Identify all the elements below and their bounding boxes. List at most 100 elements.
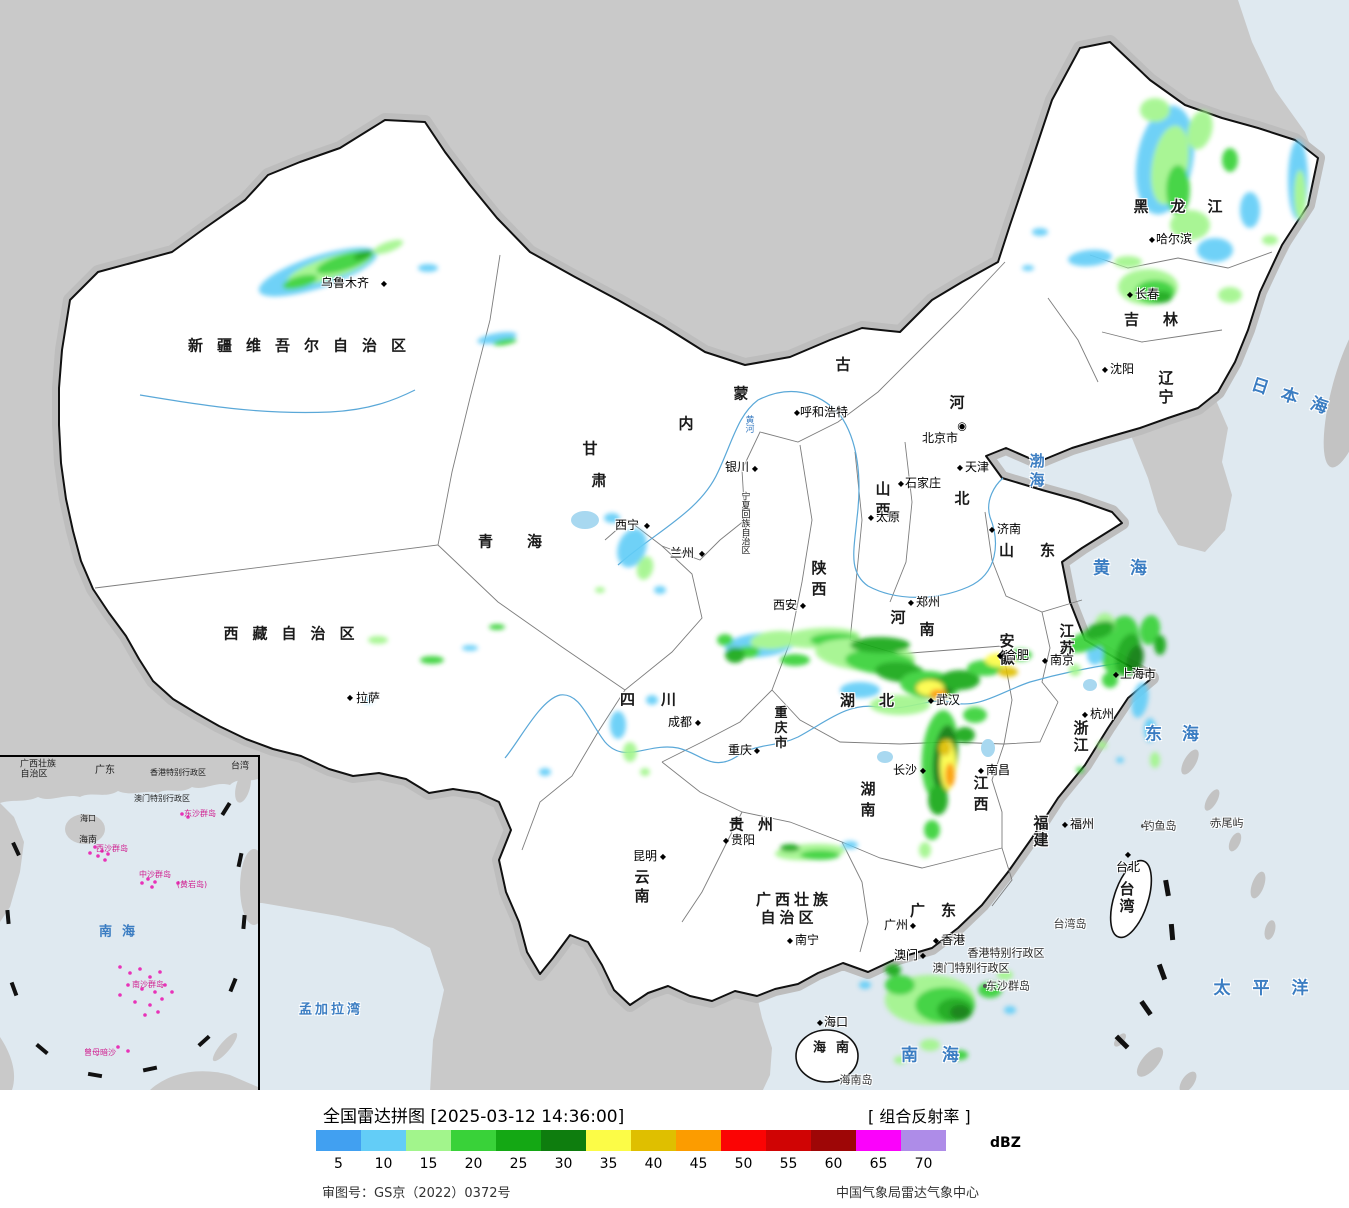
legend-value-40: 40	[644, 1156, 663, 1172]
city-marker: ◆	[698, 549, 706, 558]
city-marker: ◆	[1061, 820, 1069, 829]
legend-value-10: 10	[374, 1156, 393, 1172]
city-label: 成都	[667, 715, 693, 729]
city-marker: ◆	[932, 936, 940, 945]
inset-label: 自治区	[20, 769, 48, 780]
province-label: 陕西	[809, 560, 828, 602]
city-label: 海口	[823, 1015, 849, 1029]
inset-label: 台湾	[230, 761, 250, 772]
legend-swatch-55	[766, 1130, 811, 1151]
city-label: 拉萨	[355, 691, 381, 705]
city-marker: ◆	[919, 766, 927, 775]
sea-label: 东海	[1145, 724, 1219, 745]
province-boundaries	[94, 251, 1273, 953]
city-marker: ◆	[1148, 235, 1156, 244]
city-label: 郑州	[915, 595, 941, 609]
province-label: 黑龙江	[1133, 197, 1245, 216]
city-label: 南宁	[794, 933, 820, 947]
sea-label: 日本海	[1248, 374, 1344, 423]
city-label: 南京	[1049, 653, 1075, 667]
legend-product-name: [ 组合反射率 ]	[868, 1107, 971, 1126]
taiwan-island	[1109, 859, 1153, 939]
legend-swatch-60	[811, 1130, 856, 1151]
legend-panel: 全国雷达拼图 [2025-03-12 14:36:00] [ 组合反射率 ] d…	[0, 1090, 1349, 1208]
city-marker: ◆	[907, 598, 915, 607]
province-label: 广东	[909, 901, 973, 920]
city-label: 西安	[772, 598, 798, 612]
legend-value-15: 15	[419, 1156, 438, 1172]
city-label: 北京市	[921, 431, 959, 445]
legend-swatch-40	[631, 1130, 676, 1151]
city-label: 合肥	[1004, 648, 1030, 662]
province-label: 海南	[812, 1040, 860, 1056]
province-label: 江西	[971, 775, 990, 817]
island-label: 台湾岛	[1053, 917, 1087, 931]
map-label: 香港特别行政区	[967, 946, 1045, 960]
province-label: 甘	[582, 439, 598, 458]
city-label: 兰州	[669, 546, 695, 560]
city-label: 银川	[724, 460, 750, 474]
city-label: 福州	[1069, 817, 1095, 831]
tarim-river	[139, 389, 416, 414]
province-label: 吉林	[1123, 310, 1203, 329]
sea-label: 太平洋	[1213, 978, 1331, 999]
legend-swatch-45	[676, 1130, 721, 1151]
legend-value-30: 30	[554, 1156, 573, 1172]
city-marker: ◆	[977, 766, 985, 775]
province-label: 西藏自治区	[223, 624, 369, 643]
inset-island-markers	[88, 812, 190, 1053]
map-label: 黄河	[743, 415, 754, 433]
province-label: 河	[890, 608, 906, 627]
province-label: 内	[678, 414, 694, 433]
province-label: 北	[954, 489, 970, 508]
city-marker: ◆	[1041, 656, 1049, 665]
province-label: 山东	[998, 541, 1082, 560]
inset-dash-segments	[5, 802, 247, 1079]
legend-swatch-65	[856, 1130, 901, 1151]
city-marker: ◆	[751, 464, 759, 473]
legend-value-20: 20	[464, 1156, 483, 1172]
city-marker: ◆	[346, 693, 354, 702]
city-label: 石家庄	[904, 476, 942, 490]
island-label: 海南岛	[839, 1073, 873, 1087]
inset-label: 香港特别行政区	[150, 768, 206, 777]
province-label: 湖南	[858, 781, 877, 823]
legend-swatch-5	[316, 1130, 361, 1151]
inset-label: 海口	[80, 814, 96, 823]
province-label: 蒙	[733, 384, 749, 403]
sea-label: 渤海	[1027, 453, 1046, 491]
inset-label: 广东	[95, 765, 115, 776]
sea-label: 南海	[901, 1045, 983, 1066]
radar-echo-layer	[258, 98, 1308, 1064]
legend-unit: dBZ	[990, 1135, 1021, 1151]
legend-swatch-10	[361, 1130, 406, 1151]
province-label: 江苏	[1057, 623, 1076, 657]
city-label: 呼和浩特	[799, 405, 849, 419]
legend-swatch-30	[541, 1130, 586, 1151]
map-label-layer: 新疆维吾尔自治区 西藏自治区 青海甘肃内蒙古陕西 山西河北山东河南江苏 安徽 湖北 湖南 江西…	[188, 197, 1344, 1087]
province-label: 自治区	[760, 908, 818, 927]
rivers	[139, 389, 1121, 764]
province-label: 河	[949, 393, 965, 412]
city-marker: ◆	[1126, 290, 1134, 299]
city-marker: ◆	[1124, 850, 1132, 859]
inset-label: 南沙群岛	[132, 980, 164, 989]
city-marker: ◆	[799, 601, 807, 610]
legend-value-70: 70	[914, 1156, 933, 1172]
map-area: 新疆维吾尔自治区 西藏自治区 青海甘肃内蒙古陕西 山西河北山东河南江苏 安徽 湖北 湖南 江西…	[0, 0, 1349, 1090]
province-label: 重庆市	[771, 705, 787, 751]
city-label: 广州	[883, 918, 909, 932]
yellow-river	[617, 391, 1004, 598]
city-marker: ◆	[996, 651, 1004, 660]
city-label: 长春	[1134, 287, 1160, 301]
city-label: 上海市	[1119, 667, 1157, 681]
yangtze-river	[504, 662, 1121, 764]
island-label: 赤尾屿	[1210, 816, 1244, 830]
inset-label: 西沙群岛	[96, 844, 128, 853]
city-marker: ◆	[988, 525, 996, 534]
legend-swatch-70	[901, 1130, 946, 1151]
province-label: 古	[835, 355, 851, 374]
legend-swatch-25	[496, 1130, 541, 1151]
city-marker: ◆	[1112, 670, 1120, 679]
city-marker: ◆	[956, 463, 964, 472]
